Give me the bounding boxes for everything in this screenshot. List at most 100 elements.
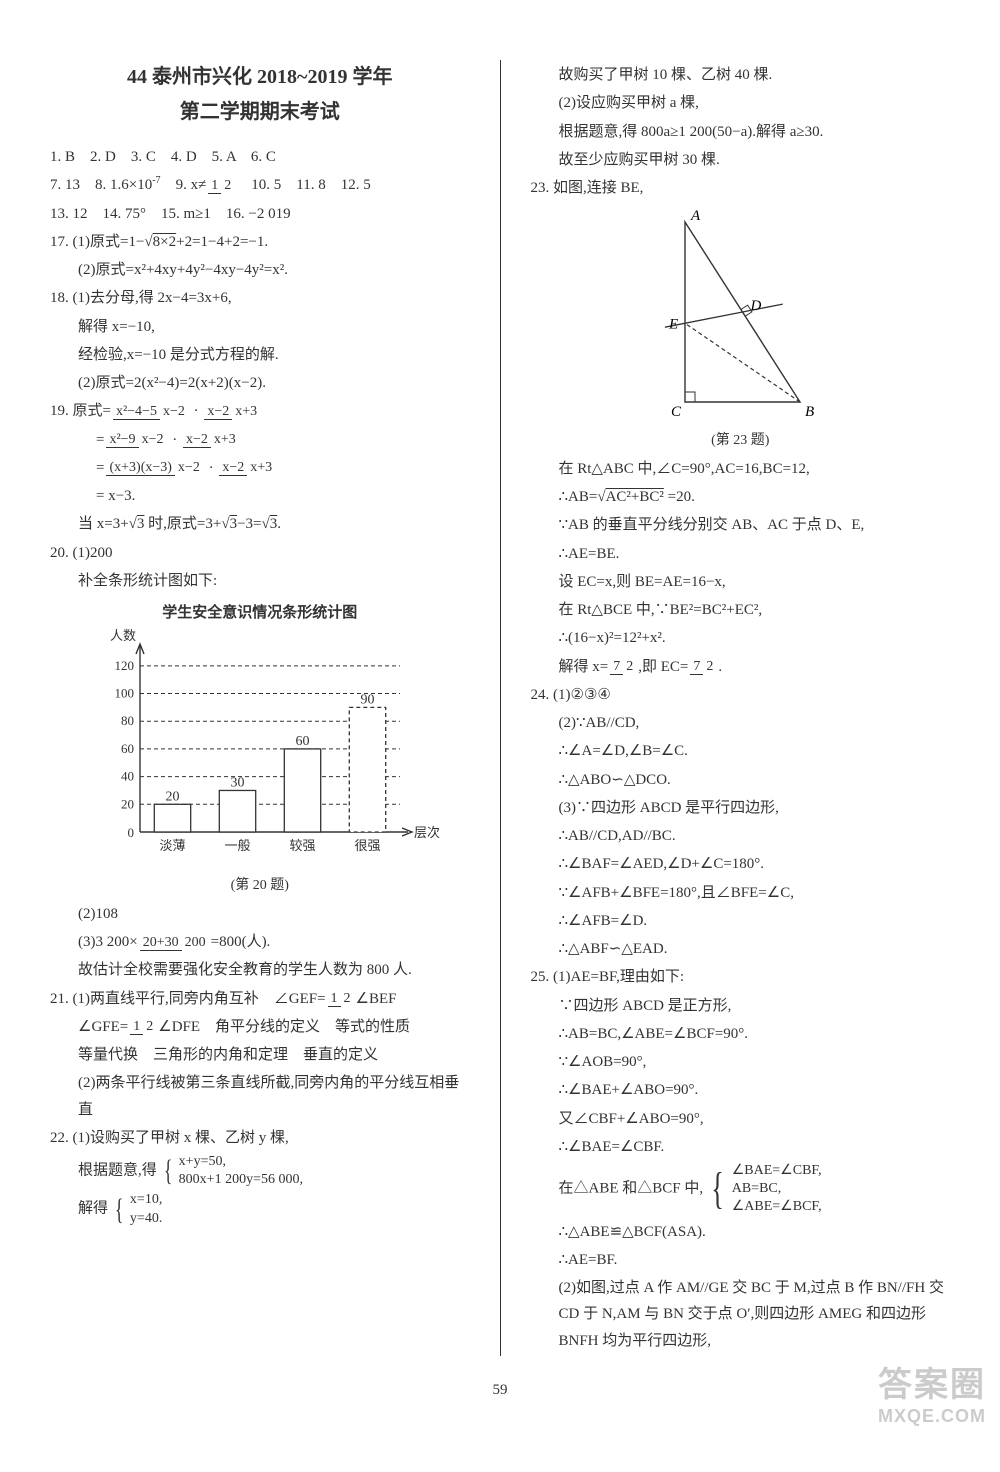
q25-3: ∴AB=BC,∠ABE=∠BCF=90°. (531, 1021, 951, 1047)
q18-1c: 经检验,x=−10 是分式方程的解. (50, 342, 470, 368)
t: . (277, 516, 281, 532)
two-column-layout: 44 泰州市兴化 2018~2019 学年 第二学期期末考试 1. B 2. D… (50, 60, 950, 1356)
q19-l3: =(x+3)(x−3)x−2 · x−2x+3 (50, 455, 470, 481)
q24-3: ∴∠A=∠D,∠B=∠C. (531, 738, 951, 764)
f-num: x−2 (219, 460, 247, 476)
t: ∠DFE 角平分线的定义 等式的性质 (158, 1019, 410, 1035)
column-divider (500, 60, 501, 1356)
q25-9: ∴△ABE≌△BCF(ASA). (531, 1219, 951, 1245)
q23-4: ∴AE=BE. (531, 541, 951, 567)
frac-den: 2 (221, 178, 234, 193)
q25-11: (2)如图,过点 A 作 AM//GE 交 BC 于 M,过点 B 作 BN//… (531, 1275, 951, 1354)
svg-text:30: 30 (230, 776, 244, 791)
q23-a: 23. 如图,连接 BE, (531, 175, 951, 201)
q22-3: 解得 { x=10, y=40. (50, 1191, 470, 1227)
brace-icon: { (711, 1167, 724, 1211)
f-den: x+3 (211, 432, 239, 447)
half: 12 (130, 1019, 156, 1035)
svg-text:60: 60 (295, 734, 309, 749)
eq1: x=10, (130, 1192, 162, 1207)
q23-3: ∵AB 的垂直平分线分别交 AB、AC 于点 D、E, (531, 512, 951, 538)
t: ∠BEF (356, 991, 397, 1007)
answers-line-1: 1. B 2. D 3. C 4. D 5. A 6. C (50, 144, 470, 170)
f-num: x−2 (183, 432, 211, 448)
t: 21. (1)两直线平行,同旁内角互补 ∠GEF= (50, 991, 326, 1007)
q19-f3: x²−9x−2 (106, 432, 166, 448)
t: AC²+BC² (606, 489, 664, 505)
q18-2: (2)原式=2(x²−4)=2(x+2)(x−2). (50, 370, 470, 396)
q23-2: ∴AB=√AC²+BC² =20. (531, 484, 951, 510)
ans2-post: 10. 5 11. 8 12. 5 (236, 177, 370, 193)
ans2-mid: 9. x≠ (161, 177, 207, 193)
r2: (2)设应购买甲树 a 棵, (531, 90, 951, 116)
t: 3 (230, 516, 238, 532)
q25-5: ∴∠BAE+∠ABO=90°. (531, 1077, 951, 1103)
frac: 72 (690, 659, 716, 675)
q19-end: 当 x=3+√3 时,原式=3+√3−3=√3. (50, 511, 470, 537)
left-column: 44 泰州市兴化 2018~2019 学年 第二学期期末考试 1. B 2. D… (50, 60, 480, 1356)
solution: x=10, y=40. (130, 1191, 162, 1227)
q19-a: 19. 原式= (50, 403, 111, 419)
svg-text:60: 60 (121, 741, 134, 756)
svg-text:D: D (750, 298, 762, 314)
q18-1b: 解得 x=−10, (50, 314, 470, 340)
svg-text:40: 40 (121, 769, 134, 784)
svg-text:C: C (671, 404, 682, 420)
system: x+y=50, 800x+1 200y=56 000, (179, 1153, 303, 1189)
q25-8: 在△ABE 和△BCF 中, { ∠BAE=∠CBF, AB=BC, ∠ABE=… (531, 1162, 951, 1217)
svg-text:淡薄: 淡薄 (159, 838, 185, 853)
q23-5: 设 EC=x,则 BE=AE=16−x, (531, 569, 951, 595)
svg-text:90: 90 (360, 693, 374, 708)
svg-text:20: 20 (165, 790, 179, 805)
f-num: 1 (328, 991, 341, 1007)
svg-text:一般: 一般 (224, 838, 250, 853)
q25-10: ∴AE=BF. (531, 1247, 951, 1273)
f-den: x+3 (232, 404, 260, 419)
q17-1-a: 17. (1)原式=1− (50, 234, 144, 250)
f-num: x²−4−5 (113, 404, 160, 420)
f-num: 1 (130, 1019, 143, 1035)
q17-2: (2)原式=x²+4xy+4y²−4xy−4y²=x². (50, 257, 470, 283)
f-num: 7 (610, 659, 623, 675)
q19-f2: x−2x+3 (204, 404, 260, 420)
system: ∠BAE=∠CBF, AB=BC, ∠ABE=∠BCF, (732, 1162, 822, 1217)
eq2: 800x+1 200y=56 000, (179, 1172, 303, 1187)
r1: 故购买了甲树 10 棵、乙树 40 棵. (531, 62, 951, 88)
q19-f6: x−2x+3 (219, 460, 275, 476)
watermark-bottom: MXQE.COM (878, 1406, 986, 1427)
q23-caption: (第 23 题) (531, 429, 951, 454)
t: 时,原式=3+ (144, 516, 221, 532)
svg-text:较强: 较强 (289, 838, 315, 853)
r4: 故至少应购买甲树 30 棵. (531, 147, 951, 173)
t: =800(人). (211, 934, 271, 950)
t: (3)3 200× (78, 934, 138, 950)
f-num: x−2 (204, 404, 232, 420)
f-den: x−2 (160, 404, 188, 419)
answers-line-2: 7. 13 8. 1.6×10-7 9. x≠12 10. 5 11. 8 12… (50, 172, 470, 198)
frac-num: 1 (208, 178, 221, 194)
q20-3: (2)108 (50, 901, 470, 927)
q20-frac: 20+30200 (140, 935, 209, 951)
q22-2: 根据题意,得 { x+y=50, 800x+1 200y=56 000, (50, 1153, 470, 1189)
triangle-figure: ABCDE (531, 207, 951, 427)
t: 在△ABE 和△BCF 中, (559, 1181, 704, 1197)
f-den: 200 (182, 935, 209, 950)
t: ,即 EC= (638, 659, 688, 675)
brace-icon: { (115, 1195, 124, 1225)
t: 根据题意,得 (78, 1163, 157, 1179)
q20-2: 补全条形统计图如下: (50, 568, 470, 594)
title-line-1: 44 泰州市兴化 2018~2019 学年 (50, 60, 470, 95)
eq2: y=40. (130, 1211, 162, 1226)
svg-text:很强: 很强 (354, 838, 380, 853)
q24-4: ∴△ABO∽△DCO. (531, 767, 951, 793)
q19-f5: (x+3)(x−3)x−2 (106, 460, 202, 476)
q17-1-b: 8×2 (153, 234, 176, 250)
f-num: x²−9 (106, 432, 138, 448)
f-num: 20+30 (140, 935, 182, 951)
f-den: 2 (143, 1019, 156, 1034)
q25-2: ∵四边形 ABCD 是正方形, (531, 993, 951, 1019)
q21-1: 21. (1)两直线平行,同旁内角互补 ∠GEF=12∠BEF (50, 986, 470, 1012)
f-den: 2 (623, 659, 636, 674)
bar-chart: 20406080100120人数层次20淡薄30一般60较强90很强0 (50, 632, 470, 872)
q19-l2: =x²−9x−2 · x−2x+3 (50, 427, 470, 453)
